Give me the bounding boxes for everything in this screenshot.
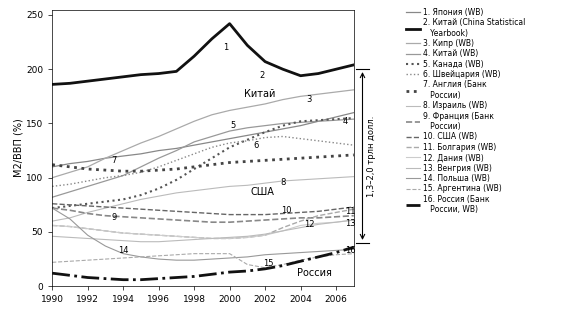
Text: 3: 3 [307,95,312,104]
Text: Россия: Россия [297,267,332,278]
Y-axis label: М2/ВВП (%): М2/ВВП (%) [13,119,23,177]
Legend: 1. Япония (WB), 2. Китай (China Statistical
   Yearbook), 3. Кипр (WB), 4. Китай: 1. Япония (WB), 2. Китай (China Statisti… [406,8,525,214]
Text: 5: 5 [230,121,236,130]
Text: США: США [251,187,275,197]
Text: 16: 16 [345,246,356,255]
Text: 14: 14 [118,246,128,255]
Text: 2: 2 [259,71,264,80]
Text: 11: 11 [345,207,356,216]
Text: 1,3–2,0 трлн долл.: 1,3–2,0 трлн долл. [367,115,376,197]
Text: 8: 8 [280,177,285,187]
Text: 9: 9 [112,213,117,222]
Text: 12: 12 [304,220,315,229]
Text: Китай: Китай [244,88,275,99]
Text: 1: 1 [223,43,229,52]
Text: 13: 13 [345,219,356,228]
Text: 10: 10 [281,206,292,215]
Text: 15: 15 [263,259,274,268]
Text: 4: 4 [342,117,347,126]
Text: 6: 6 [253,141,259,150]
Text: 7: 7 [111,156,117,165]
